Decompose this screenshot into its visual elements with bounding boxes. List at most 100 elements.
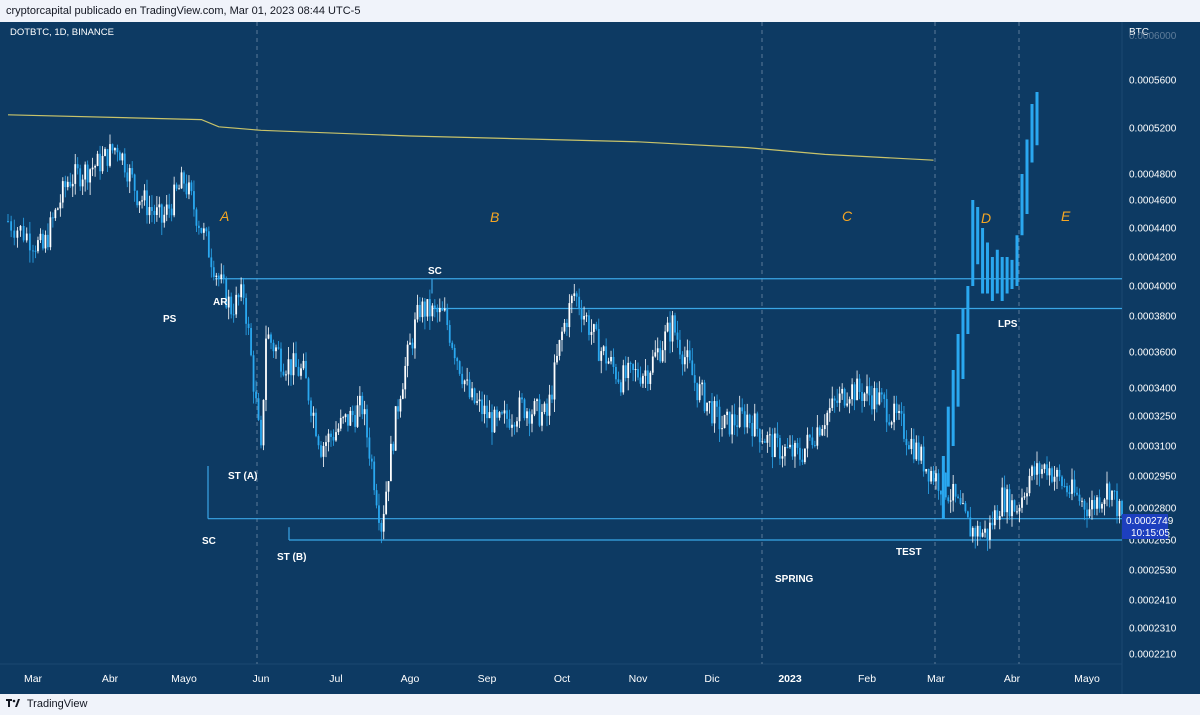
- candle-body: [553, 362, 556, 400]
- candle-body: [526, 411, 528, 419]
- candle-body: [556, 355, 558, 363]
- candle-body: [1063, 485, 1066, 487]
- candle-body: [561, 331, 563, 341]
- projection-bar: [976, 207, 980, 265]
- candle-body: [538, 399, 541, 426]
- candle-body: [883, 394, 886, 399]
- phase-label-d: D: [981, 210, 991, 226]
- price-tick-label: 0.0002310: [1129, 624, 1177, 635]
- trading-chart[interactable]: DOTBTC, 1D, BINANCE BTC A B C D E PS AR …: [0, 22, 1200, 694]
- candle-body: [796, 442, 799, 448]
- event-label-st-b: ST (B): [277, 552, 306, 563]
- projection-bar: [981, 228, 985, 294]
- projection-bar: [966, 286, 970, 334]
- candle-body: [74, 164, 77, 184]
- candle-body: [841, 388, 844, 394]
- candle-body: [195, 209, 198, 226]
- price-tick-label: 0.0003600: [1129, 348, 1177, 359]
- candle-body: [307, 378, 310, 401]
- candle-body: [22, 225, 25, 241]
- candle-body: [47, 234, 49, 248]
- price-tick-label: 0.0005200: [1129, 124, 1177, 135]
- time-tick-label: Mayo: [1074, 673, 1100, 685]
- time-tick-label: Mar: [927, 673, 946, 685]
- candle-body: [789, 444, 791, 448]
- candle-body: [265, 338, 267, 400]
- candle-body: [585, 315, 588, 317]
- candle-body: [736, 425, 739, 427]
- candle-body: [583, 315, 585, 320]
- candle-body: [327, 433, 330, 443]
- candle-body: [51, 217, 54, 219]
- candle-body: [952, 483, 955, 501]
- candle-body: [639, 377, 642, 384]
- candle-body: [521, 397, 523, 400]
- candle-body: [533, 401, 536, 415]
- candle-body: [518, 397, 521, 422]
- candle-body: [160, 204, 163, 223]
- candle-body: [508, 418, 511, 428]
- candle-body: [155, 207, 158, 215]
- candle-body: [566, 322, 568, 328]
- candle-body: [200, 227, 203, 233]
- chart-attribution-header: cryptorcapital publicado en TradingView.…: [0, 0, 1200, 22]
- candle-body: [1011, 500, 1013, 517]
- candle-body: [79, 168, 82, 187]
- candle-body: [506, 410, 508, 419]
- projection-bar: [961, 308, 965, 379]
- time-tick-label: Mayo: [171, 673, 197, 685]
- candle-body: [905, 438, 908, 446]
- candle-body: [1026, 493, 1028, 497]
- chart-svg[interactable]: DOTBTC, 1D, BINANCE BTC A B C D E PS AR …: [0, 22, 1200, 694]
- candle-body: [595, 324, 598, 329]
- candle-body: [861, 391, 863, 401]
- candle-body: [302, 360, 305, 369]
- candle-body: [215, 275, 218, 278]
- candle-body: [207, 231, 210, 258]
- candle-body: [610, 356, 612, 362]
- candle-body: [1018, 507, 1021, 512]
- candle-body: [39, 233, 42, 241]
- time-tick-label: Abr: [102, 673, 119, 685]
- candle-body: [1021, 497, 1023, 508]
- candle-body: [843, 388, 846, 406]
- candle-body: [503, 410, 506, 414]
- candle-body: [210, 257, 213, 268]
- price-tick-label: 0.0004000: [1129, 282, 1177, 293]
- candle-body: [380, 522, 383, 532]
- candle-body: [706, 402, 708, 412]
- candle-body: [106, 149, 109, 166]
- candle-body: [917, 442, 920, 461]
- candle-body: [285, 374, 287, 376]
- candle-body: [696, 382, 699, 401]
- projection-bar: [1020, 174, 1024, 236]
- projection-bar: [990, 257, 994, 301]
- candle-body: [476, 401, 478, 403]
- candle-body: [368, 437, 371, 459]
- candle-body: [146, 190, 148, 216]
- candle-body: [250, 328, 252, 356]
- candle-body: [461, 373, 464, 385]
- candle-body: [10, 221, 13, 231]
- candle-body: [875, 388, 878, 405]
- candle-body: [766, 434, 769, 443]
- candle-body: [1078, 494, 1081, 502]
- phase-label-c: C: [842, 208, 853, 224]
- candle-body: [627, 362, 630, 379]
- candle-body: [1098, 497, 1101, 509]
- candle-body: [964, 503, 967, 512]
- candle-body: [666, 322, 669, 332]
- candle-body: [910, 438, 913, 449]
- candle-body: [846, 403, 849, 406]
- projection-bar: [946, 406, 950, 487]
- candle-body: [458, 361, 461, 374]
- candle-body: [342, 417, 345, 419]
- candle-body: [1091, 500, 1093, 510]
- candle-body: [158, 204, 161, 208]
- candle-body: [575, 293, 578, 297]
- candle-body: [330, 433, 332, 437]
- candle-body: [731, 414, 734, 435]
- candle-body: [1081, 500, 1083, 502]
- candle-body: [947, 497, 950, 502]
- candle-body: [851, 384, 853, 400]
